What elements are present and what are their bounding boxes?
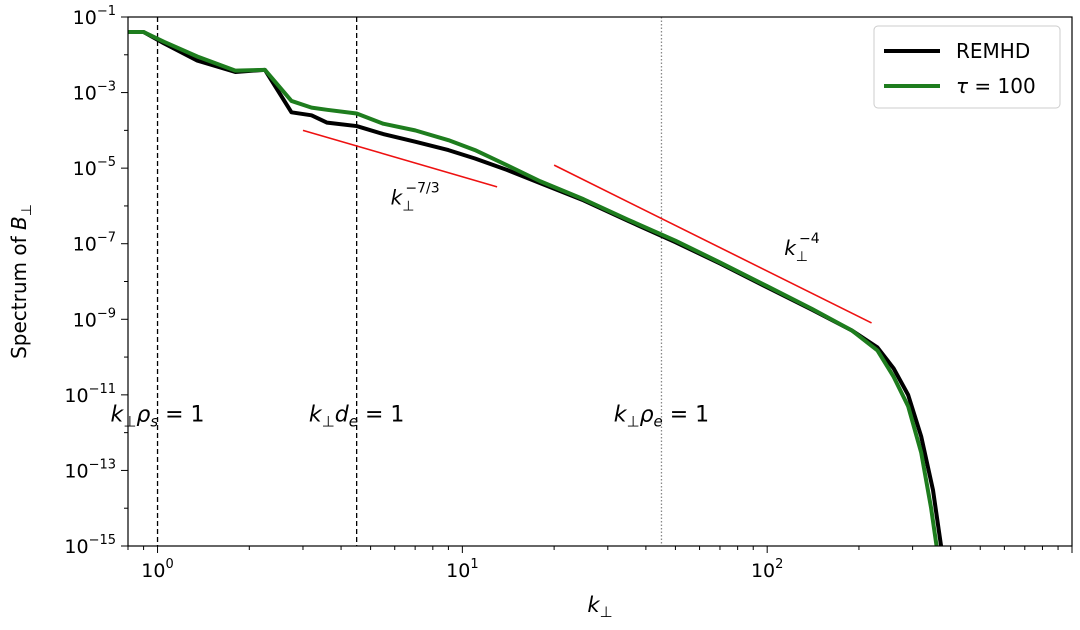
series-line-tau [128, 30, 939, 546]
slope-label: k⊥−4 [784, 231, 820, 265]
y-tick-label: 10−15 [64, 533, 116, 558]
y-tick-label: 10−3 [73, 80, 116, 105]
x-tick-label: 100 [141, 557, 173, 582]
marker-label: k⊥ρe = 1 [614, 402, 709, 430]
slope-label: k⊥−7/3 [391, 180, 440, 214]
y-tick-label: 10−13 [64, 457, 116, 482]
legend-label: REMHD [956, 39, 1030, 63]
x-axis-label: k⊥ [587, 593, 612, 621]
marker-label: k⊥ρs = 1 [111, 402, 205, 430]
legend: REMHD τ = 100 [873, 25, 1061, 109]
plot-clip-group [128, 17, 944, 546]
reference-slope-line [302, 129, 498, 188]
axis-labels: k⊥ Spectrum of B⊥ [7, 204, 613, 621]
y-tick-label: 10−11 [64, 382, 116, 407]
plot-area: k⊥−7/3 k⊥−4 k⊥ρs = 1 k⊥de = 1 k⊥ρe = 1 [111, 17, 944, 546]
legend-label: τ = 100 [956, 74, 1036, 98]
x-tick-label: 101 [446, 557, 478, 582]
y-axis-label: Spectrum of B⊥ [7, 204, 35, 359]
marker-label: k⊥de = 1 [309, 402, 404, 430]
y-tick-label: 10−9 [73, 306, 116, 331]
axes: 100 101 102 10−1 10−3 10−5 10−7 10−9 10−11 10−13 1… [64, 4, 1073, 582]
y-tick-label: 10−5 [73, 155, 116, 180]
x-tick-label: 102 [751, 557, 783, 582]
y-tick-label: 10−1 [73, 4, 116, 29]
series-line-remhd [128, 30, 944, 546]
y-tick-label: 10−7 [73, 231, 116, 256]
reference-slope-line [553, 164, 872, 324]
